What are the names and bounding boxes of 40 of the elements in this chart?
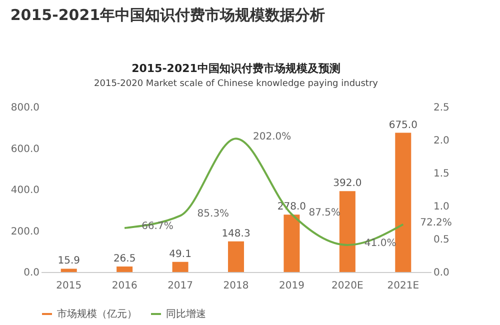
y2-tick-label: 2.5 [434, 102, 450, 114]
bar [395, 132, 412, 272]
y-tick-label: 200.0 [10, 226, 40, 238]
y-tick-label: 0.0 [24, 268, 40, 278]
data-label: 15.9 [58, 256, 80, 267]
y2-tick-label: 2.0 [434, 136, 450, 146]
data-label: 66.7% [142, 220, 174, 232]
x-tick-label: 2018 [223, 280, 249, 292]
y2-tick-label: 0.5 [434, 234, 450, 246]
bar [339, 191, 356, 272]
x-tick-label: 2015 [56, 280, 82, 292]
y-tick-label: 400.0 [10, 185, 40, 196]
y2-tick-label: 0.0 [434, 268, 450, 278]
bar [116, 266, 133, 272]
bar [228, 241, 244, 272]
x-tick-label: 2017 [168, 280, 194, 292]
chart-subtitle: 2015-2021中国知识付费市场规模及预测 [132, 62, 340, 75]
bar [284, 214, 300, 272]
x-tick-label: 2019 [278, 280, 304, 292]
y2-tick-label: 1.5 [434, 168, 450, 180]
x-tick-label: 2021E [387, 280, 420, 292]
data-label: 85.3% [197, 208, 230, 220]
y2-tick-label: 1.0 [434, 202, 450, 212]
bar [60, 268, 77, 272]
text: 2015-2020 Market scale of Chinese knowledge paying industry [94, 79, 379, 89]
legend-label: 市场规模（亿元） [57, 308, 137, 320]
data-label: 49.1 [169, 248, 192, 260]
bar [172, 262, 188, 272]
data-label: 675.0 [388, 120, 418, 131]
x-tick-label: 2020E [332, 280, 364, 292]
data-label: 26.5 [113, 254, 136, 265]
data-label: 202.0% [253, 132, 292, 143]
y-tick-label: 600.0 [10, 144, 40, 155]
chart-title: 2015-2021年中国知识付费市场规模数据分析 [10, 6, 326, 24]
y-tick-label: 800.0 [10, 102, 40, 114]
data-label: 392.0 [333, 178, 362, 190]
data-label: 72.2% [420, 217, 452, 228]
legend-label: 同比增速 [166, 308, 206, 320]
x-tick-label: 2016 [112, 280, 138, 292]
data-label: 148.3 [222, 228, 250, 240]
